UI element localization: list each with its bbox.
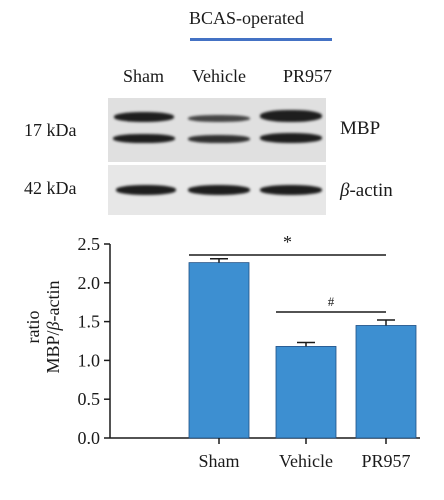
significance-label-0: * [283, 232, 292, 252]
mbp-blot [108, 98, 326, 162]
marker-42kda: 42 kDa [24, 178, 77, 198]
protein-label-actin: β-actin [340, 180, 393, 202]
marker-17kda: 17 kDa [24, 120, 77, 140]
y-axis-title-line1: ratio [23, 311, 43, 344]
y-tick-label-5: 2.5 [78, 234, 101, 254]
actin-label-rest: -actin [349, 180, 393, 201]
y-tick-label-3: 1.5 [78, 312, 101, 332]
significance-label-1: # [328, 294, 335, 309]
x-tick-label-0: Sham [198, 451, 239, 471]
y-tick-label-2: 1.0 [78, 350, 101, 370]
y-axis-title: ratio MBP/β-actin [23, 281, 63, 374]
lane-label-pr957: PR957 [283, 66, 333, 86]
mbp-band-sham-upper [114, 112, 174, 122]
lane-label-sham: Sham [123, 66, 165, 86]
y-axis-title-line2: MBP/β-actin [43, 281, 63, 374]
mbp-band-pr957-lower [260, 133, 322, 143]
actin-band-vehicle [188, 185, 250, 195]
group-label: BCAS-operated [189, 8, 304, 28]
lane-label-vehicle: Vehicle [192, 66, 246, 86]
actin-band-sham [116, 185, 176, 195]
actin-blot [108, 165, 326, 215]
protein-label-mbp: MBP [340, 118, 381, 139]
x-tick-label-1: Vehicle [279, 451, 333, 471]
mbp-band-pr957-upper [260, 110, 322, 122]
y-axis-title-prefix: MBP/ [43, 330, 63, 373]
bar-chart: ratio MBP/β-actin 0.0 0.5 1.0 1.5 2.0 2.5 Sham… [23, 232, 420, 471]
mbp-band-sham-lower [113, 134, 175, 143]
x-tick-label-2: PR957 [361, 451, 410, 471]
bar-1 [275, 346, 337, 439]
y-axis-title-suffix: -actin [43, 281, 63, 322]
actin-band-pr957 [260, 185, 322, 195]
plot-area: 0.0 0.5 1.0 1.5 2.0 2.5 Sham Vehicle PR957 * # [78, 232, 420, 471]
y-tick-label-1: 0.5 [78, 389, 101, 409]
y-tick-label-4: 2.0 [78, 273, 101, 293]
group-underline [190, 38, 332, 41]
bar-0 [188, 262, 250, 439]
mbp-band-vehicle-upper [188, 115, 250, 122]
mbp-band-vehicle-lower [188, 135, 250, 143]
bar-2 [355, 325, 417, 439]
y-axis-title-beta: β [43, 321, 63, 331]
actin-beta-symbol: β [340, 180, 350, 201]
y-tick-label-0: 0.0 [78, 428, 101, 448]
